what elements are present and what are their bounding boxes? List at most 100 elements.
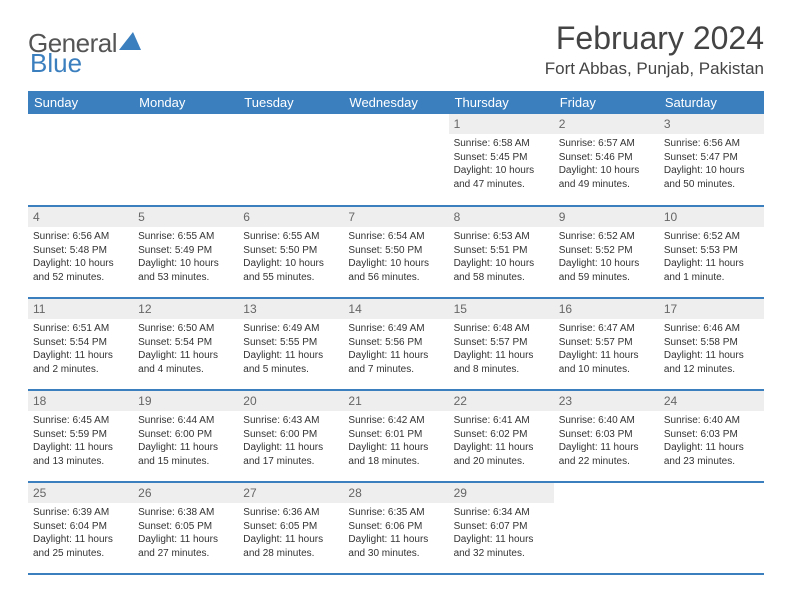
- day-details: Sunrise: 6:46 AMSunset: 5:58 PMDaylight:…: [659, 319, 764, 380]
- day-details: Sunrise: 6:53 AMSunset: 5:51 PMDaylight:…: [449, 227, 554, 288]
- day-number: 15: [449, 299, 554, 319]
- calendar-cell: 27Sunrise: 6:36 AMSunset: 6:05 PMDayligh…: [238, 482, 343, 574]
- calendar-cell: 1Sunrise: 6:58 AMSunset: 5:45 PMDaylight…: [449, 114, 554, 206]
- day-details: Sunrise: 6:42 AMSunset: 6:01 PMDaylight:…: [343, 411, 448, 472]
- calendar-cell: 11Sunrise: 6:51 AMSunset: 5:54 PMDayligh…: [28, 298, 133, 390]
- calendar-cell: 26Sunrise: 6:38 AMSunset: 6:05 PMDayligh…: [133, 482, 238, 574]
- day-number: 18: [28, 391, 133, 411]
- calendar-cell: 10Sunrise: 6:52 AMSunset: 5:53 PMDayligh…: [659, 206, 764, 298]
- day-details: Sunrise: 6:44 AMSunset: 6:00 PMDaylight:…: [133, 411, 238, 472]
- day-details: Sunrise: 6:39 AMSunset: 6:04 PMDaylight:…: [28, 503, 133, 564]
- day-header: Thursday: [449, 91, 554, 114]
- day-details: Sunrise: 6:51 AMSunset: 5:54 PMDaylight:…: [28, 319, 133, 380]
- calendar-week: 11Sunrise: 6:51 AMSunset: 5:54 PMDayligh…: [28, 298, 764, 390]
- calendar-cell: 3Sunrise: 6:56 AMSunset: 5:47 PMDaylight…: [659, 114, 764, 206]
- calendar-cell: 4Sunrise: 6:56 AMSunset: 5:48 PMDaylight…: [28, 206, 133, 298]
- calendar-cell: 7Sunrise: 6:54 AMSunset: 5:50 PMDaylight…: [343, 206, 448, 298]
- calendar-cell: 23Sunrise: 6:40 AMSunset: 6:03 PMDayligh…: [554, 390, 659, 482]
- calendar: SundayMondayTuesdayWednesdayThursdayFrid…: [28, 91, 764, 575]
- day-number: 10: [659, 207, 764, 227]
- day-details: Sunrise: 6:57 AMSunset: 5:46 PMDaylight:…: [554, 134, 659, 195]
- calendar-cell: 17Sunrise: 6:46 AMSunset: 5:58 PMDayligh…: [659, 298, 764, 390]
- calendar-cell: 9Sunrise: 6:52 AMSunset: 5:52 PMDaylight…: [554, 206, 659, 298]
- day-number: 11: [28, 299, 133, 319]
- day-details: Sunrise: 6:49 AMSunset: 5:55 PMDaylight:…: [238, 319, 343, 380]
- day-number: 23: [554, 391, 659, 411]
- day-details: Sunrise: 6:35 AMSunset: 6:06 PMDaylight:…: [343, 503, 448, 564]
- calendar-cell: ..: [238, 114, 343, 206]
- day-details: Sunrise: 6:50 AMSunset: 5:54 PMDaylight:…: [133, 319, 238, 380]
- calendar-cell: ..: [554, 482, 659, 574]
- title-block: February 2024 Fort Abbas, Punjab, Pakist…: [545, 20, 764, 79]
- day-number: 24: [659, 391, 764, 411]
- day-details: Sunrise: 6:52 AMSunset: 5:52 PMDaylight:…: [554, 227, 659, 288]
- day-header: Tuesday: [238, 91, 343, 114]
- day-number: 16: [554, 299, 659, 319]
- calendar-cell: 14Sunrise: 6:49 AMSunset: 5:56 PMDayligh…: [343, 298, 448, 390]
- day-number: 20: [238, 391, 343, 411]
- day-number: 26: [133, 483, 238, 503]
- day-number: 28: [343, 483, 448, 503]
- day-number: 1: [449, 114, 554, 134]
- day-number: 9: [554, 207, 659, 227]
- calendar-cell: 29Sunrise: 6:34 AMSunset: 6:07 PMDayligh…: [449, 482, 554, 574]
- day-header: Friday: [554, 91, 659, 114]
- day-number: 7: [343, 207, 448, 227]
- calendar-cell: ..: [343, 114, 448, 206]
- calendar-cell: 28Sunrise: 6:35 AMSunset: 6:06 PMDayligh…: [343, 482, 448, 574]
- calendar-header-row: SundayMondayTuesdayWednesdayThursdayFrid…: [28, 91, 764, 114]
- day-details: Sunrise: 6:58 AMSunset: 5:45 PMDaylight:…: [449, 134, 554, 195]
- day-details: Sunrise: 6:52 AMSunset: 5:53 PMDaylight:…: [659, 227, 764, 288]
- calendar-cell: 13Sunrise: 6:49 AMSunset: 5:55 PMDayligh…: [238, 298, 343, 390]
- day-number: 3: [659, 114, 764, 134]
- day-details: Sunrise: 6:47 AMSunset: 5:57 PMDaylight:…: [554, 319, 659, 380]
- calendar-cell: 22Sunrise: 6:41 AMSunset: 6:02 PMDayligh…: [449, 390, 554, 482]
- day-number: 12: [133, 299, 238, 319]
- header: General February 2024 Fort Abbas, Punjab…: [28, 20, 764, 79]
- day-number: 22: [449, 391, 554, 411]
- location: Fort Abbas, Punjab, Pakistan: [545, 59, 764, 79]
- logo-triangle-icon: [119, 32, 141, 55]
- calendar-cell: 8Sunrise: 6:53 AMSunset: 5:51 PMDaylight…: [449, 206, 554, 298]
- day-header: Sunday: [28, 91, 133, 114]
- calendar-cell: ..: [28, 114, 133, 206]
- day-number: 17: [659, 299, 764, 319]
- calendar-cell: 20Sunrise: 6:43 AMSunset: 6:00 PMDayligh…: [238, 390, 343, 482]
- day-details: Sunrise: 6:55 AMSunset: 5:49 PMDaylight:…: [133, 227, 238, 288]
- calendar-cell: 15Sunrise: 6:48 AMSunset: 5:57 PMDayligh…: [449, 298, 554, 390]
- day-number: 4: [28, 207, 133, 227]
- calendar-cell: 6Sunrise: 6:55 AMSunset: 5:50 PMDaylight…: [238, 206, 343, 298]
- day-details: Sunrise: 6:43 AMSunset: 6:00 PMDaylight:…: [238, 411, 343, 472]
- day-number: 19: [133, 391, 238, 411]
- day-header: Wednesday: [343, 91, 448, 114]
- calendar-cell: 16Sunrise: 6:47 AMSunset: 5:57 PMDayligh…: [554, 298, 659, 390]
- day-details: Sunrise: 6:34 AMSunset: 6:07 PMDaylight:…: [449, 503, 554, 564]
- day-details: Sunrise: 6:38 AMSunset: 6:05 PMDaylight:…: [133, 503, 238, 564]
- calendar-week: 4Sunrise: 6:56 AMSunset: 5:48 PMDaylight…: [28, 206, 764, 298]
- calendar-cell: 12Sunrise: 6:50 AMSunset: 5:54 PMDayligh…: [133, 298, 238, 390]
- calendar-week: 18Sunrise: 6:45 AMSunset: 5:59 PMDayligh…: [28, 390, 764, 482]
- day-header: Saturday: [659, 91, 764, 114]
- calendar-cell: ..: [133, 114, 238, 206]
- calendar-cell: ..: [659, 482, 764, 574]
- day-details: Sunrise: 6:49 AMSunset: 5:56 PMDaylight:…: [343, 319, 448, 380]
- calendar-body: ........1Sunrise: 6:58 AMSunset: 5:45 PM…: [28, 114, 764, 574]
- calendar-cell: 19Sunrise: 6:44 AMSunset: 6:00 PMDayligh…: [133, 390, 238, 482]
- day-number: 29: [449, 483, 554, 503]
- day-number: 14: [343, 299, 448, 319]
- logo-text-b: Blue: [30, 48, 82, 79]
- day-details: Sunrise: 6:56 AMSunset: 5:48 PMDaylight:…: [28, 227, 133, 288]
- calendar-cell: 5Sunrise: 6:55 AMSunset: 5:49 PMDaylight…: [133, 206, 238, 298]
- day-number: 25: [28, 483, 133, 503]
- day-details: Sunrise: 6:40 AMSunset: 6:03 PMDaylight:…: [659, 411, 764, 472]
- day-number: 6: [238, 207, 343, 227]
- day-details: Sunrise: 6:40 AMSunset: 6:03 PMDaylight:…: [554, 411, 659, 472]
- calendar-cell: 24Sunrise: 6:40 AMSunset: 6:03 PMDayligh…: [659, 390, 764, 482]
- day-details: Sunrise: 6:48 AMSunset: 5:57 PMDaylight:…: [449, 319, 554, 380]
- day-number: 27: [238, 483, 343, 503]
- month-title: February 2024: [545, 20, 764, 57]
- calendar-cell: 2Sunrise: 6:57 AMSunset: 5:46 PMDaylight…: [554, 114, 659, 206]
- calendar-week: ........1Sunrise: 6:58 AMSunset: 5:45 PM…: [28, 114, 764, 206]
- calendar-cell: 21Sunrise: 6:42 AMSunset: 6:01 PMDayligh…: [343, 390, 448, 482]
- day-number: 8: [449, 207, 554, 227]
